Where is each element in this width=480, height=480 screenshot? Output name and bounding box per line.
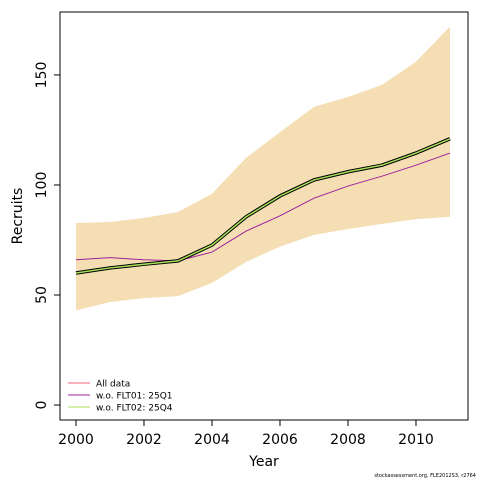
x-tick-label: 2002	[126, 432, 162, 448]
x-tick-label: 2000	[58, 432, 94, 448]
legend-label: w.o. FLT02: 25Q4	[96, 404, 173, 414]
series-line	[75, 138, 451, 274]
footnote: stockassessment.org, FLE2012S3, r2764	[374, 473, 476, 479]
y-tick-label: 150	[34, 62, 50, 89]
y-tick-label: 50	[34, 286, 50, 304]
confidence-band	[75, 26, 450, 311]
y-tick-label: 100	[34, 172, 50, 199]
x-tick-label: 2006	[262, 432, 298, 448]
x-tick-label: 2008	[330, 432, 366, 448]
legend-label: w.o. FLT01: 25Q1	[96, 392, 173, 402]
plot-frame	[59, 11, 469, 421]
x-axis-label: Year	[248, 454, 279, 470]
series-line	[75, 152, 451, 262]
x-tick-label: 2010	[398, 432, 434, 448]
x-tick-label: 2004	[194, 432, 230, 448]
legend-label: All data	[96, 380, 130, 390]
y-axis-label: Recruits	[10, 188, 26, 245]
y-tick-label: 0	[34, 401, 50, 410]
